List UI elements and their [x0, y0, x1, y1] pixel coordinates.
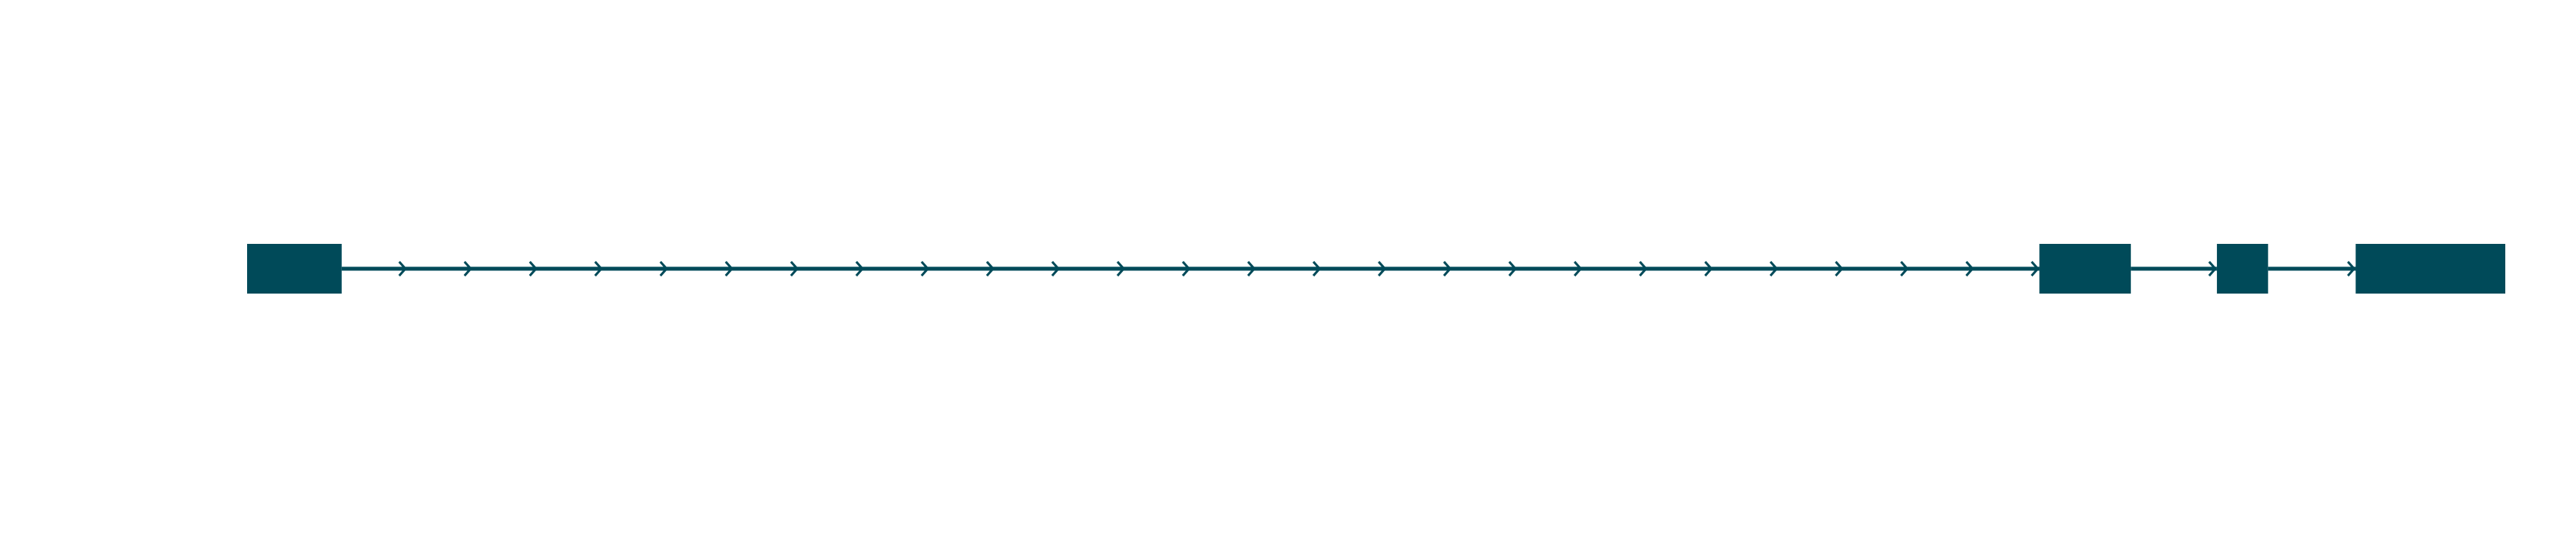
strand-arrow-icon	[985, 261, 995, 276]
strand-arrow-icon	[1574, 261, 1583, 276]
strand-arrow-icon	[398, 261, 407, 276]
strand-arrow-icon	[1965, 261, 1975, 276]
strand-arrow-icon	[659, 261, 668, 276]
strand-arrow-icon	[1835, 261, 1844, 276]
strand-arrow-icon	[1639, 261, 1648, 276]
strand-arrow-icon	[724, 261, 734, 276]
strand-arrow-layer	[398, 261, 2356, 276]
strand-arrow-icon	[1312, 261, 1322, 276]
strand-arrow-icon	[1181, 261, 1191, 276]
strand-arrow-icon	[1900, 261, 1909, 276]
strand-arrow-icon	[1116, 261, 1126, 276]
strand-arrow-icon	[1704, 261, 1713, 276]
strand-arrow-icon	[855, 261, 864, 276]
strand-arrow-icon	[1443, 261, 1452, 276]
strand-arrow-icon	[594, 261, 603, 276]
strand-arrow-icon	[528, 261, 538, 276]
exon-block	[2039, 244, 2132, 294]
strand-arrow-icon	[2208, 261, 2217, 276]
exon-block	[247, 244, 342, 294]
strand-arrow-icon	[463, 261, 472, 276]
exon-layer	[247, 244, 2505, 294]
strand-arrow-icon	[1769, 261, 1779, 276]
strand-arrow-icon	[2347, 261, 2356, 276]
strand-arrow-icon	[1378, 261, 1387, 276]
strand-arrow-icon	[920, 261, 929, 276]
strand-arrow-icon	[1051, 261, 1061, 276]
strand-arrow-icon	[1246, 261, 1257, 276]
strand-arrow-icon	[1508, 261, 1518, 276]
exon-block	[2355, 244, 2505, 294]
strand-arrow-icon	[790, 261, 799, 276]
strand-arrow-icon	[2030, 261, 2040, 276]
exon-block	[2216, 244, 2268, 294]
